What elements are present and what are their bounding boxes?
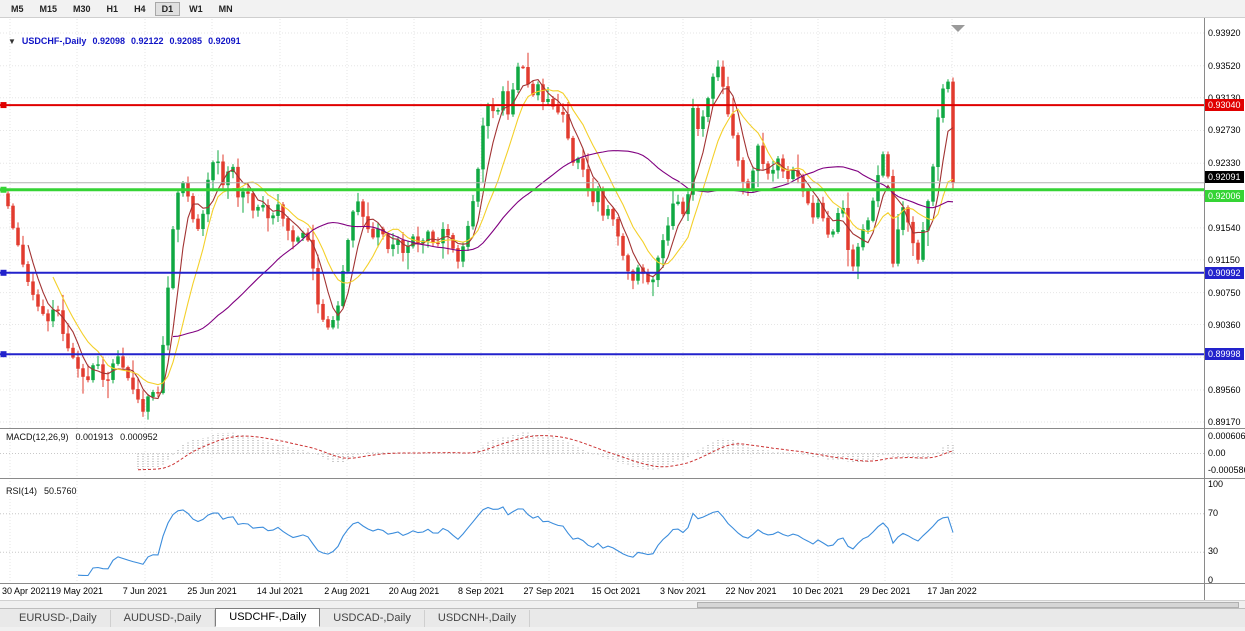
candles-layer — [6, 52, 955, 420]
timeframe-button-mn[interactable]: MN — [218, 3, 233, 14]
chart-tab-eurusd-daily[interactable]: EURUSD-,Daily — [6, 610, 111, 627]
levels-layer — [0, 102, 1204, 358]
ma-34-line — [172, 150, 954, 338]
bottom-strip — [0, 627, 1245, 631]
macd-layer — [0, 432, 1204, 471]
timeframe-button-m30[interactable]: M30 — [73, 3, 91, 14]
chart-scrollbar[interactable] — [0, 600, 1245, 608]
macd-signal-line — [137, 435, 954, 471]
timeframe-button-m15[interactable]: M15 — [39, 3, 58, 14]
timeframe-button-h1[interactable]: H1 — [106, 3, 119, 14]
chart-region: ▼ USDCHF-,Daily 0.92098 0.92122 0.92085 … — [0, 18, 1245, 600]
chart-tab-usdchf-daily[interactable]: USDCHF-,Daily — [215, 608, 321, 627]
price-chart[interactable] — [0, 18, 1245, 600]
chart-tab-bar: EURUSD-,Daily AUDUSD-,Daily USDCHF-,Daily U… — [0, 608, 1245, 627]
timeframe-button-w1[interactable]: W1 — [189, 3, 203, 14]
chart-tab-usdcnh-daily[interactable]: USDCNH-,Daily — [425, 610, 531, 627]
ma-5-line — [27, 78, 954, 400]
timeframe-toolbar: M5 M15 M30 H1 H4 D1 W1 MN — [0, 0, 1245, 18]
timeframe-button-m5[interactable]: M5 — [11, 3, 24, 14]
scrollbar-thumb[interactable] — [697, 602, 1239, 608]
moving-averages-layer — [27, 78, 954, 400]
rsi-layer — [0, 506, 1204, 577]
timeframe-button-h4[interactable]: H4 — [134, 3, 146, 14]
rsi-line — [77, 506, 954, 577]
chart-tab-usdcad-daily[interactable]: USDCAD-,Daily — [320, 610, 425, 627]
chart-chrome — [0, 18, 1245, 600]
ma-10-line — [52, 88, 954, 386]
grid-layer — [0, 19, 1204, 583]
timeframe-button-d1[interactable]: D1 — [154, 1, 181, 16]
chart-tab-audusd-daily[interactable]: AUDUSD-,Daily — [111, 610, 216, 627]
chart-shift-marker-icon — [951, 25, 965, 32]
